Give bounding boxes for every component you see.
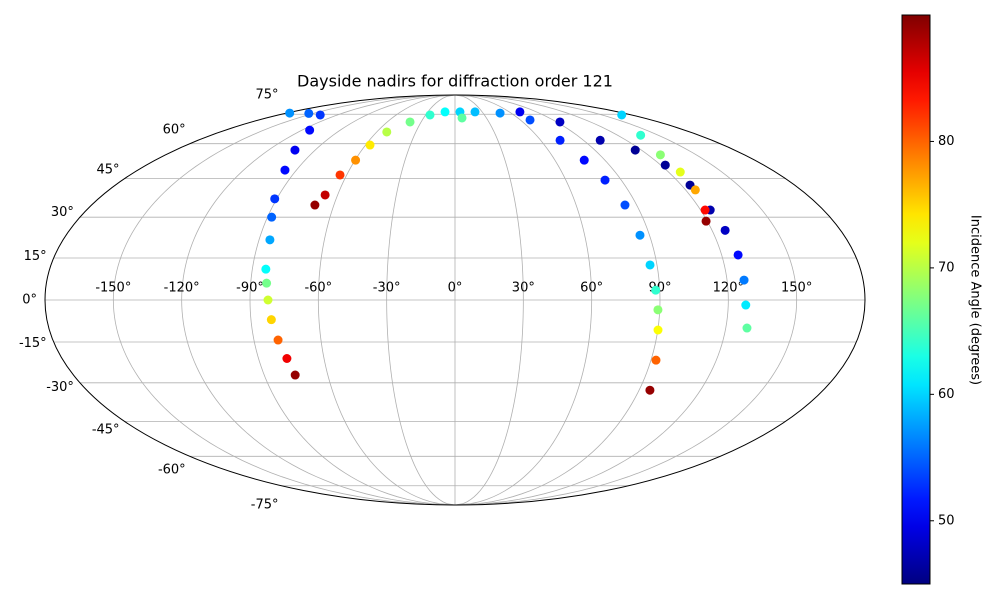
y-tick-label: -45° — [92, 422, 120, 437]
data-point — [720, 225, 730, 235]
colorbar-tick-label: 80 — [938, 134, 955, 149]
data-point — [525, 115, 535, 125]
data-point — [270, 194, 280, 204]
x-tick-label: -90° — [236, 281, 264, 296]
x-tick-label: 60° — [580, 281, 603, 296]
data-point — [290, 370, 300, 380]
grid-line — [181, 94, 456, 506]
data-point — [304, 108, 314, 118]
data-point — [617, 110, 627, 120]
data-point — [620, 200, 630, 210]
data-point — [405, 117, 415, 127]
data-point — [262, 278, 272, 288]
data-point — [515, 107, 525, 117]
colorbar — [901, 14, 931, 585]
data-point — [595, 135, 605, 145]
x-tick-label: 0° — [448, 281, 463, 296]
y-tick-label: -30° — [46, 380, 74, 395]
grid-line — [249, 94, 456, 506]
grid-line — [112, 94, 456, 506]
colorbar-label: Incidence Angle (degrees) — [968, 215, 983, 385]
y-tick-label: 15° — [24, 249, 47, 264]
data-point — [425, 110, 435, 120]
grid-line — [454, 94, 729, 506]
y-tick-label: 75° — [255, 87, 278, 102]
x-tick-label: 150° — [781, 281, 812, 296]
x-tick-label: -120° — [164, 281, 200, 296]
data-point — [320, 190, 330, 200]
data-point — [645, 385, 655, 395]
colorbar-tick-label: 70 — [938, 260, 955, 275]
data-point — [266, 315, 276, 325]
data-point — [267, 212, 277, 222]
y-tick-label: 30° — [51, 205, 74, 220]
data-point — [701, 216, 711, 226]
data-point — [555, 117, 565, 127]
data-point — [675, 167, 685, 177]
data-point — [653, 305, 663, 315]
data-point — [630, 145, 640, 155]
data-point — [310, 200, 320, 210]
x-tick-label: 120° — [713, 281, 744, 296]
y-tick-label: -75° — [251, 498, 279, 513]
colorbar-tick-label: 50 — [938, 513, 955, 528]
data-point — [660, 160, 670, 170]
data-point — [290, 145, 300, 155]
x-tick-label: -150° — [95, 281, 131, 296]
y-tick-label: 0° — [22, 293, 37, 308]
data-point — [365, 140, 375, 150]
data-point — [700, 205, 710, 215]
grid-line — [454, 94, 661, 506]
map-outline — [44, 94, 866, 506]
data-point — [555, 135, 565, 145]
data-point — [690, 185, 700, 195]
data-point — [382, 127, 392, 137]
data-point — [282, 354, 292, 364]
data-point — [315, 110, 325, 120]
data-point — [645, 260, 655, 270]
data-point — [335, 170, 345, 180]
grid-line — [454, 94, 524, 506]
data-point — [265, 235, 275, 245]
data-point — [457, 113, 467, 123]
data-point — [653, 325, 663, 335]
grid-line — [386, 94, 456, 506]
data-point — [440, 107, 450, 117]
x-tick-label: -60° — [304, 281, 332, 296]
data-point — [261, 264, 271, 274]
data-point — [273, 335, 283, 345]
chart-title: Dayside nadirs for diffraction order 121 — [297, 72, 613, 91]
data-point — [285, 108, 295, 118]
data-point — [470, 107, 480, 117]
data-point — [651, 355, 661, 365]
data-point — [579, 155, 589, 165]
data-point — [351, 155, 361, 165]
y-tick-label: 45° — [97, 163, 120, 178]
grid-line — [454, 94, 593, 506]
y-tick-label: -60° — [158, 462, 186, 477]
colorbar-tick-label: 60 — [938, 387, 955, 402]
data-point — [651, 285, 661, 295]
y-tick-label: -15° — [19, 336, 47, 351]
data-point — [263, 295, 273, 305]
data-point — [739, 275, 749, 285]
data-point — [305, 125, 315, 135]
data-point — [636, 130, 646, 140]
grid-line — [454, 94, 798, 506]
data-point — [655, 150, 665, 160]
data-point — [742, 323, 752, 333]
data-point — [495, 108, 505, 118]
data-point — [733, 250, 743, 260]
data-point — [741, 300, 751, 310]
x-tick-label: 30° — [512, 281, 535, 296]
data-point — [635, 230, 645, 240]
data-point — [600, 175, 610, 185]
data-point — [280, 165, 290, 175]
x-tick-label: -30° — [373, 281, 401, 296]
y-tick-label: 60° — [163, 123, 186, 138]
